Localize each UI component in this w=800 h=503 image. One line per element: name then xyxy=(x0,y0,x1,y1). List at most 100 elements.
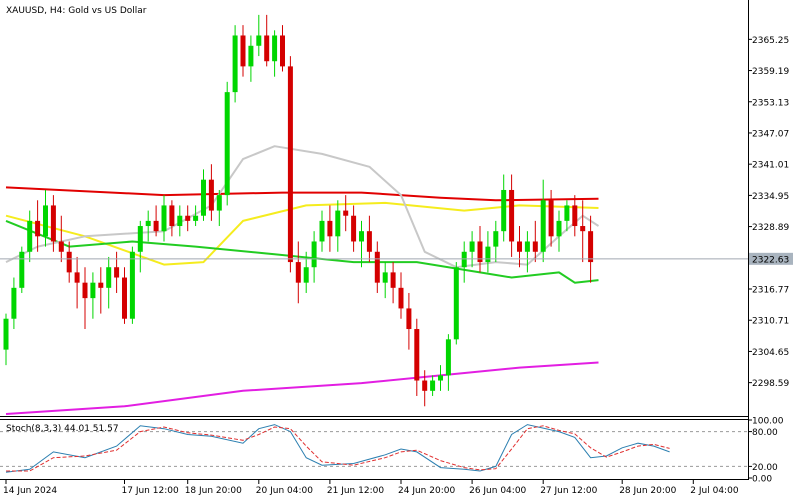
candle xyxy=(501,174,507,242)
candle-body xyxy=(580,226,586,232)
moving-average-line xyxy=(5,186,599,202)
price-tick-label: 2341.01 xyxy=(752,161,789,171)
candle xyxy=(485,231,491,273)
price-tick-label: 2359.19 xyxy=(752,67,789,77)
candle xyxy=(572,195,578,237)
candle xyxy=(43,189,48,247)
candle-body xyxy=(485,246,491,263)
candle xyxy=(58,215,64,263)
candle xyxy=(588,215,594,283)
price-tick-label: 2347.07 xyxy=(752,129,789,139)
candle xyxy=(461,241,467,283)
candle xyxy=(382,262,388,299)
candle-body xyxy=(177,215,183,227)
candle-body xyxy=(366,231,372,252)
candle-body xyxy=(335,210,341,237)
price-tick-label: 2298.59 xyxy=(752,379,789,389)
candle xyxy=(414,318,420,396)
candle-body xyxy=(351,215,357,242)
candle xyxy=(280,25,285,72)
candle-body xyxy=(390,272,396,288)
candle-body xyxy=(406,308,412,330)
candle-body xyxy=(438,375,443,381)
time-axis: 14 Jun 2024 17 Jun 12:00 18 Jun 20:00 20 Ju… xyxy=(3,480,739,496)
time-tick-label: 14 Jun 2024 xyxy=(3,486,57,496)
candle xyxy=(343,195,349,232)
candles xyxy=(3,14,594,407)
candle-body xyxy=(382,272,388,283)
stoch-tick-label: 0.00 xyxy=(752,475,772,485)
candle-body xyxy=(540,200,546,252)
candle xyxy=(548,189,554,247)
candle-body xyxy=(224,92,230,196)
candle xyxy=(74,256,80,309)
candle-body xyxy=(98,282,104,288)
candle-body xyxy=(319,220,325,242)
candle-body xyxy=(11,287,17,319)
candle-body xyxy=(201,179,206,216)
time-tick-label: 24 Jun 20:00 xyxy=(398,486,455,496)
candle-body xyxy=(129,251,135,319)
candle-body xyxy=(359,231,364,242)
candle-body xyxy=(208,179,214,211)
price-tick-label: 2310.71 xyxy=(752,317,789,327)
candle-body xyxy=(35,220,41,237)
candle-body xyxy=(137,226,143,252)
candle xyxy=(129,246,135,324)
candle-body xyxy=(264,35,270,62)
candle-body xyxy=(74,272,80,283)
candle xyxy=(272,30,278,77)
candle-body xyxy=(50,205,56,242)
candle-body xyxy=(193,215,199,221)
candle xyxy=(406,292,412,350)
time-tick-label: 18 Jun 20:00 xyxy=(185,486,242,496)
moving-average-line xyxy=(5,145,600,269)
time-tick-label: 28 Jun 20:00 xyxy=(619,486,676,496)
candle-body xyxy=(532,241,538,252)
candle xyxy=(11,277,17,330)
candle xyxy=(248,35,254,82)
price-tick-label: 2353.13 xyxy=(752,98,789,108)
candle xyxy=(374,241,380,293)
candle-body xyxy=(588,231,594,263)
candle xyxy=(256,14,262,57)
time-tick-label: 27 Jun 12:00 xyxy=(540,486,597,496)
candle xyxy=(161,195,167,242)
candle-body xyxy=(564,205,570,221)
candle xyxy=(224,81,230,206)
candle xyxy=(295,241,301,304)
candle xyxy=(122,267,127,324)
candle xyxy=(327,205,333,252)
stoch-tick-label: 20.00 xyxy=(752,463,778,473)
candle-body xyxy=(272,35,278,62)
candle xyxy=(319,210,325,252)
stoch-tick-label: 80.00 xyxy=(752,428,778,438)
time-tick-label: 21 Jun 12:00 xyxy=(327,486,384,496)
candle-body xyxy=(453,267,459,340)
candle-body xyxy=(422,380,428,391)
candle-body xyxy=(469,241,475,252)
current-price-line: 2322.63 xyxy=(0,252,793,265)
price-tick-label: 2365.25 xyxy=(752,36,789,46)
price-tick-label: 2316.77 xyxy=(752,286,789,296)
time-tick-label: 17 Jun 12:00 xyxy=(122,486,179,496)
candle xyxy=(524,231,530,273)
candle xyxy=(509,174,515,257)
candle xyxy=(193,205,199,227)
chart-title: XAUUSD, H4: Gold vs US Dollar xyxy=(6,6,147,16)
candle-body xyxy=(58,241,64,252)
candle xyxy=(98,267,104,314)
candle-body xyxy=(374,251,380,283)
candle-body xyxy=(232,35,238,93)
candle xyxy=(27,210,33,263)
candle xyxy=(493,220,499,263)
candle xyxy=(153,205,159,237)
candle-body xyxy=(327,220,333,237)
candle-body xyxy=(461,251,467,268)
candle-body xyxy=(106,267,112,288)
candle xyxy=(335,200,341,252)
candle xyxy=(287,56,293,273)
candle xyxy=(66,241,72,283)
